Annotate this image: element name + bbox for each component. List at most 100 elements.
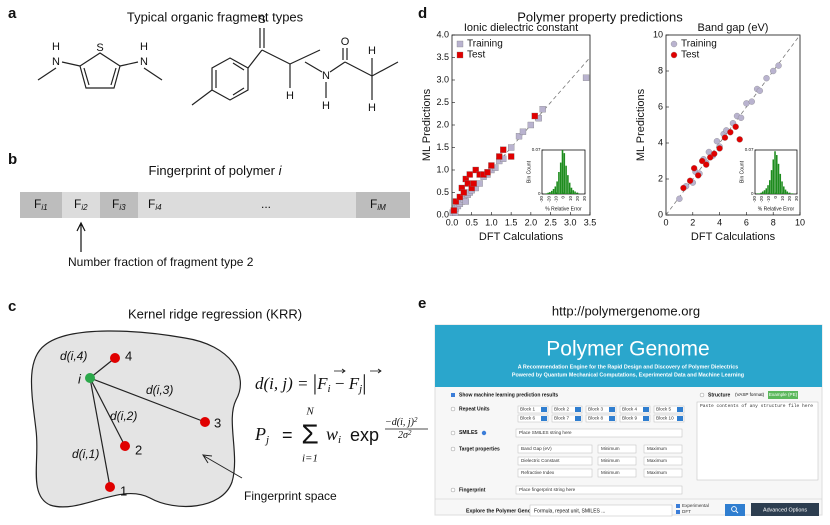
histogram-bar [552,188,555,194]
histogram-bar [554,186,557,194]
help-icon[interactable] [481,430,487,436]
equation-eq: = [282,425,293,445]
point [721,134,729,141]
checkbox[interactable] [451,393,455,397]
histogram-bar [776,155,778,194]
target-select[interactable] [517,468,593,478]
point [462,198,469,205]
block-select[interactable] [653,414,685,423]
button-label: Example (PE) [769,392,798,397]
checkbox[interactable] [676,510,680,514]
panel-title: Kernel ridge regression (KRR) [128,306,302,321]
example-button[interactable] [768,391,798,399]
panel-title: Polymer property predictions [517,9,683,24]
panel-d: d Polymer property predictions 0.0 0.5 1.0… [418,5,805,243]
block-label: Block 9 [622,416,638,421]
x-tick-label: 4 [717,217,722,227]
block-select[interactable] [585,414,617,423]
site-title: Polymer Genome [546,338,709,361]
distance-lines [89,357,206,488]
radio[interactable] [450,430,456,436]
atom: S [96,42,103,54]
point [743,100,750,107]
block-select[interactable] [517,405,549,414]
y-axis-label: ML Predictions [421,88,433,161]
point [727,129,734,136]
edge-label: d(i,1) [72,447,99,461]
histogram-bar [756,193,759,194]
annotation: Fingerprint space [244,489,337,503]
x-tick-label: 3.0 [564,217,577,227]
placeholder: Place fingerprint string here [519,487,576,492]
histogram-bar [772,159,775,194]
exponent-denominator: 2σ2 [398,429,412,442]
sum-top: N [305,406,314,418]
point [519,128,527,135]
target-select[interactable] [517,444,593,454]
histogram-bar [547,192,549,194]
block-toggle [575,416,581,421]
max-input[interactable] [643,456,683,466]
min-input[interactable] [597,444,637,454]
histogram-bar [559,162,562,194]
cell [100,192,138,218]
block-select[interactable] [517,414,549,423]
histogram-bar [556,181,558,194]
max-input[interactable] [643,468,683,478]
point [488,162,495,169]
panel-title: Typical organic fragment types [127,9,304,24]
arrow [76,221,86,252]
legend-marker [670,51,678,59]
max-input[interactable] [643,444,683,454]
target-label: Refractive Index [521,470,555,475]
target-select[interactable] [517,456,593,466]
point [732,123,739,130]
point [500,146,507,153]
y-tick-label: 2.5 [436,97,449,107]
checkbox[interactable] [676,504,680,508]
textarea[interactable] [696,401,819,481]
placeholder: Formula, repeat unit, SMILES ... [534,508,605,514]
histogram-bar [770,170,773,194]
point [472,166,479,174]
node [200,417,210,427]
block-select[interactable] [653,405,685,414]
block-select[interactable] [619,414,651,423]
block-select[interactable] [551,405,583,414]
explore-label: Explore the Polymer Genome [466,508,538,514]
atom: H [286,90,294,102]
point [763,75,770,82]
point [460,189,467,196]
point [507,144,515,151]
radio[interactable] [699,392,705,398]
search-input[interactable] [529,504,673,517]
panel-a: a Typical organic fragment types H N S H… [8,5,399,114]
histogram-bar [567,175,569,194]
min-input[interactable] [597,468,637,478]
placeholder: Paste contents of any structure file her… [700,403,813,409]
panel-label: d [418,5,427,22]
min-input[interactable] [597,456,637,466]
block-select[interactable] [551,414,583,423]
histogram-bar [777,163,780,194]
block-select[interactable] [585,405,617,414]
text-input[interactable] [515,428,683,438]
x-tick-label: -30 [752,196,757,203]
advanced-button[interactable] [751,503,819,516]
search-button[interactable] [725,504,745,516]
radio[interactable] [450,406,456,412]
block-select[interactable] [619,405,651,414]
x-tick-label: 0 [663,217,668,227]
block-toggle [541,416,547,421]
point [680,184,687,192]
point [582,74,590,81]
block-toggle [643,407,649,412]
histogram-bar [791,193,794,194]
block-label: Block 3 [588,407,604,412]
text-input[interactable] [515,485,683,495]
radio[interactable] [450,446,456,452]
histogram-bar [781,181,783,194]
histogram-bar [763,190,766,194]
radio[interactable] [450,487,456,493]
block-toggle [575,407,581,412]
